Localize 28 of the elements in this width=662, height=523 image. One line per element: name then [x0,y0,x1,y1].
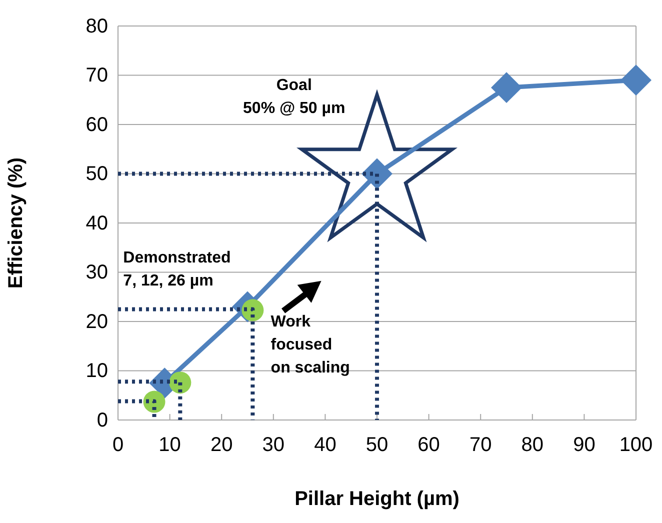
x-axis-title: Pillar Height (µm) [294,488,460,510]
x-tick-label: 20 [210,434,233,456]
x-tick-label: 90 [573,434,596,456]
y-tick-label: 50 [86,163,108,186]
x-tick-label: 10 [158,434,181,456]
point [169,372,192,394]
x-tick-label: 0 [112,434,124,456]
y-tick-label: 40 [86,212,108,234]
x-tick-label: 100 [619,434,653,456]
x-tick-label: 40 [314,434,336,456]
x-tick-label: 80 [521,434,544,456]
point [491,72,522,104]
y-tick-label: 0 [96,409,108,432]
y-tick-label: 20 [86,310,108,333]
x-tick-label: 70 [469,434,492,456]
x-tick-label: 60 [418,434,440,456]
y-tick-label: 60 [86,114,108,136]
y-tick-label: 10 [86,360,108,382]
annotation: Work focused on scaling [270,313,350,376]
y-tick-label: 80 [86,15,108,38]
annotation: Demonstrated 7, 12, 26 µm [123,249,231,290]
y-axis-title: Efficiency (%) [5,157,27,289]
y-tick-label: 30 [86,262,108,284]
annotation: Goal 50% @ 50 µm [243,77,346,118]
point [620,64,652,96]
x-tick-label: 30 [262,434,285,456]
y-tick-label: 70 [86,64,108,87]
x-tick-label: 50 [366,434,388,456]
